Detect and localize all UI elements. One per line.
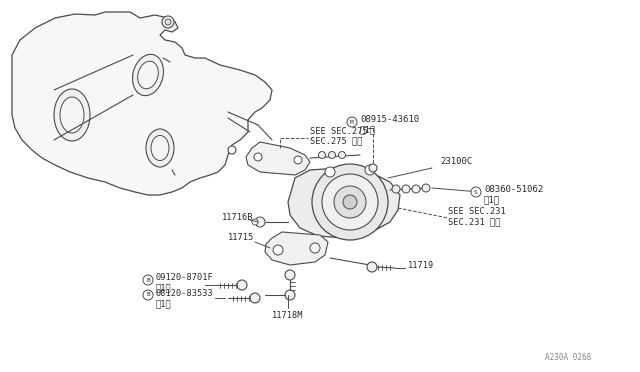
Text: B: B [146, 292, 150, 298]
Polygon shape [12, 12, 272, 195]
Text: 23100C: 23100C [440, 157, 472, 167]
Circle shape [162, 16, 174, 28]
Circle shape [312, 164, 388, 240]
Ellipse shape [138, 61, 158, 89]
Text: 08360-51062: 08360-51062 [484, 186, 543, 195]
Polygon shape [288, 168, 400, 238]
Circle shape [252, 219, 258, 225]
Ellipse shape [146, 129, 174, 167]
Text: 11715: 11715 [228, 234, 254, 243]
Circle shape [325, 167, 335, 177]
Circle shape [369, 164, 377, 172]
Circle shape [367, 262, 377, 272]
Circle shape [412, 185, 420, 193]
Circle shape [255, 217, 265, 227]
Circle shape [422, 184, 430, 192]
Text: 09120-8701F: 09120-8701F [156, 273, 214, 282]
Circle shape [143, 275, 153, 285]
Circle shape [285, 290, 295, 300]
Text: S: S [474, 189, 478, 195]
Text: B: B [146, 278, 150, 282]
Ellipse shape [132, 54, 163, 96]
Text: 08120-83533: 08120-83533 [156, 289, 214, 298]
Circle shape [347, 117, 357, 127]
Circle shape [254, 153, 262, 161]
Circle shape [343, 195, 357, 209]
Circle shape [322, 174, 378, 230]
Text: 11719: 11719 [408, 260, 435, 269]
Circle shape [310, 243, 320, 253]
Text: （1）: （1） [156, 299, 172, 308]
Circle shape [392, 185, 400, 193]
Ellipse shape [151, 135, 169, 160]
Circle shape [228, 146, 236, 154]
Text: SEE SEC.275: SEE SEC.275 [310, 128, 368, 137]
Circle shape [250, 293, 260, 303]
Text: SEE SEC.231: SEE SEC.231 [448, 208, 506, 217]
Circle shape [328, 151, 335, 158]
Circle shape [365, 165, 375, 175]
Polygon shape [265, 232, 328, 265]
Circle shape [237, 280, 247, 290]
Polygon shape [246, 142, 310, 175]
Circle shape [402, 185, 410, 193]
Text: 11718M: 11718M [272, 311, 303, 320]
Circle shape [294, 156, 302, 164]
Circle shape [285, 270, 295, 280]
Circle shape [273, 245, 283, 255]
Text: M: M [350, 119, 354, 125]
Text: A230A 0268: A230A 0268 [545, 353, 591, 362]
Circle shape [165, 19, 171, 25]
Text: （1）: （1） [484, 196, 500, 205]
Circle shape [319, 151, 326, 158]
Circle shape [334, 186, 366, 218]
Text: （1）: （1） [360, 125, 376, 135]
Ellipse shape [60, 97, 84, 133]
Text: （1）: （1） [156, 283, 172, 292]
Text: 08915-43610: 08915-43610 [360, 115, 419, 125]
Text: 11716B: 11716B [222, 214, 253, 222]
Ellipse shape [54, 89, 90, 141]
Circle shape [143, 290, 153, 300]
Text: SEC.275 参照: SEC.275 参照 [310, 137, 362, 145]
Circle shape [339, 151, 346, 158]
Circle shape [471, 187, 481, 197]
Text: SEC.231 参照: SEC.231 参照 [448, 218, 500, 227]
